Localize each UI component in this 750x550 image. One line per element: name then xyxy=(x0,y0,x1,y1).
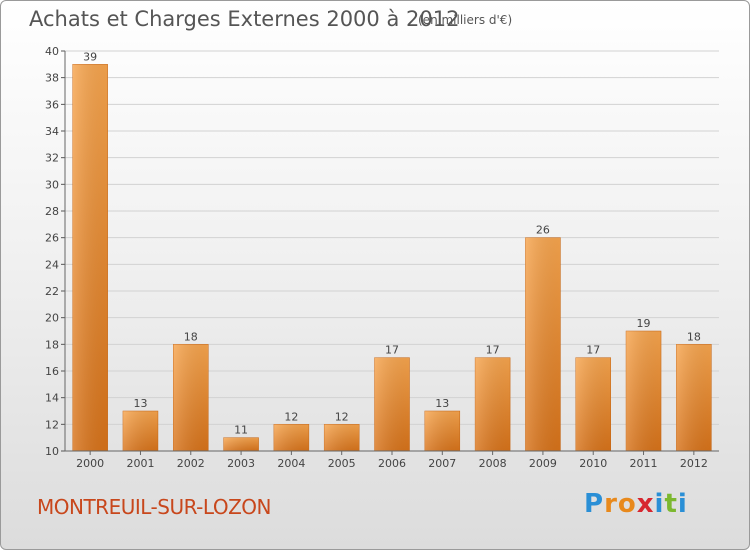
data-label: 12 xyxy=(335,410,349,423)
y-tick-label: 24 xyxy=(45,258,59,271)
logo-letter: r xyxy=(604,489,618,519)
y-tick-label: 28 xyxy=(45,205,59,218)
logo-letter: i xyxy=(654,489,665,519)
x-tick-label: 2000 xyxy=(76,457,104,470)
logo-letter: o xyxy=(617,489,637,519)
x-tick-label: 2010 xyxy=(579,457,607,470)
bar-shade xyxy=(525,237,561,451)
y-tick-label: 16 xyxy=(45,365,59,378)
y-tick-label: 32 xyxy=(45,152,59,165)
bar-shade xyxy=(223,437,259,451)
y-tick-label: 12 xyxy=(45,418,59,431)
bar-shade xyxy=(72,64,108,452)
x-tick-label: 2012 xyxy=(680,457,708,470)
x-tick-label: 2006 xyxy=(378,457,406,470)
x-axis: 2000 2001 2002 2003 2004 2005 2006 2007 2008 2009… xyxy=(65,450,719,470)
bar-shade xyxy=(475,357,511,451)
bar-shade xyxy=(324,424,360,451)
y-tick-label: 22 xyxy=(45,285,59,298)
x-tick-label: 2005 xyxy=(328,457,356,470)
data-label: 12 xyxy=(284,410,298,423)
y-axis: 10 12 14 16 18 20 22 24 26 28 30 32 34 36 38 40 xyxy=(45,45,66,458)
bar-shade xyxy=(273,424,309,451)
x-tick-label: 2007 xyxy=(428,457,456,470)
data-label: 26 xyxy=(536,224,550,237)
proxiti-logo: Proxiti xyxy=(584,489,688,519)
y-tick-label: 26 xyxy=(45,232,59,245)
x-tick-label: 2003 xyxy=(227,457,255,470)
data-label: 18 xyxy=(184,330,198,343)
x-tick-label: 2008 xyxy=(479,457,507,470)
data-label: 17 xyxy=(586,344,600,357)
y-tick-label: 36 xyxy=(45,98,59,111)
y-tick-label: 10 xyxy=(45,445,59,458)
x-tick-label: 2004 xyxy=(277,457,305,470)
x-tick-label: 2002 xyxy=(177,457,205,470)
data-label: 13 xyxy=(133,397,147,410)
data-label: 17 xyxy=(385,344,399,357)
x-tick-label: 2011 xyxy=(630,457,658,470)
x-tick-label: 2009 xyxy=(529,457,557,470)
data-label: 19 xyxy=(637,317,651,330)
y-tick-label: 38 xyxy=(45,72,59,85)
y-tick-label: 40 xyxy=(45,45,59,58)
town-name: MONTREUIL-SUR-LOZON xyxy=(37,495,271,519)
bar-shade xyxy=(374,357,410,451)
y-tick-label: 20 xyxy=(45,312,59,325)
bar-shade xyxy=(626,331,662,451)
chart-subtitle: (en milliers d'€) xyxy=(418,13,513,27)
bar-shade xyxy=(676,344,712,451)
chart-title: Achats et Charges Externes 2000 à 2012 xyxy=(29,7,460,31)
bar-shade xyxy=(424,411,460,451)
data-label: 18 xyxy=(687,330,701,343)
bar-shade xyxy=(575,357,611,451)
data-label: 11 xyxy=(234,424,248,437)
data-label: 17 xyxy=(486,344,500,357)
y-tick-label: 30 xyxy=(45,178,59,191)
logo-letter: t xyxy=(664,489,678,519)
x-tick-label: 2001 xyxy=(126,457,154,470)
bar-shade xyxy=(122,411,158,451)
bars: 39 13 18 11 12 12 17 13 17 26 17 19 18 xyxy=(72,50,712,452)
logo-letter: P xyxy=(584,489,605,519)
y-tick-label: 34 xyxy=(45,125,59,138)
y-tick-label: 18 xyxy=(45,338,59,351)
data-label: 39 xyxy=(83,50,97,63)
data-label: 13 xyxy=(435,397,449,410)
y-tick-label: 14 xyxy=(45,392,59,405)
logo-letter: i xyxy=(677,489,688,519)
logo-letter: x xyxy=(636,489,655,519)
bar-shade xyxy=(173,344,209,451)
